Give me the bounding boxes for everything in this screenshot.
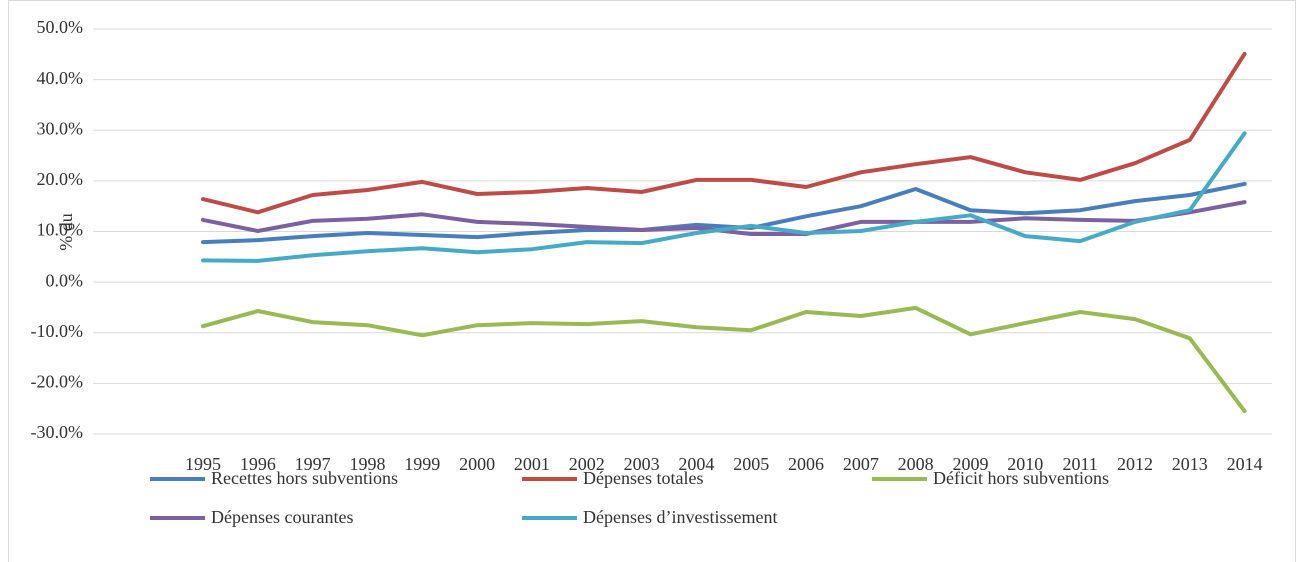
x-tick-label: 1997	[295, 454, 331, 474]
y-tick-label: 0.0%	[46, 270, 84, 290]
x-tick-label: 2004	[678, 454, 714, 474]
x-tick-label: 2002	[569, 454, 605, 474]
x-tick-label: 2005	[733, 454, 769, 474]
legend-label: Dépenses courantes	[211, 507, 353, 527]
x-tick-label: 1995	[185, 454, 221, 474]
x-tick-label: 2003	[624, 454, 660, 474]
x-tick-label: 2014	[1227, 454, 1263, 474]
x-tick-label: 1996	[240, 454, 276, 474]
x-tick-label: 2001	[514, 454, 550, 474]
x-tick-label: 2009	[952, 454, 988, 474]
y-tick-label: -10.0%	[31, 321, 84, 341]
x-tick-label: 2007	[843, 454, 879, 474]
x-tick-label: 2008	[898, 454, 934, 474]
y-tick-label: -30.0%	[31, 422, 84, 442]
y-axis-label: % du	[56, 213, 76, 251]
x-tick-label: 2000	[459, 454, 495, 474]
y-tick-label: 10.0%	[37, 220, 84, 240]
legend-label: Recettes hors subventions	[211, 468, 398, 488]
y-tick-label: 20.0%	[37, 169, 84, 189]
legend-label: Dépenses totales	[583, 468, 703, 488]
x-tick-label: 2013	[1172, 454, 1208, 474]
x-tick-label: 1998	[349, 454, 385, 474]
y-tick-label: 40.0%	[37, 68, 84, 88]
y-tick-label: 30.0%	[37, 118, 84, 138]
series-line	[201, 51, 1247, 215]
x-tick-label: 2006	[788, 454, 824, 474]
legend-label: Déficit hors subventions	[933, 468, 1109, 488]
x-tick-label: 2012	[1117, 454, 1153, 474]
x-tick-label: 1999	[404, 454, 440, 474]
series-line	[201, 181, 1247, 245]
y-tick-label: 50.0%	[37, 17, 84, 37]
series-line	[201, 131, 1247, 263]
legend-label: Dépenses d’investissement	[583, 507, 777, 527]
x-tick-label: 2010	[1007, 454, 1043, 474]
x-tick-label: 2011	[1062, 454, 1097, 474]
series-line	[201, 305, 1247, 414]
chart-frame	[8, 0, 1296, 562]
y-tick-label: -20.0%	[31, 372, 84, 392]
